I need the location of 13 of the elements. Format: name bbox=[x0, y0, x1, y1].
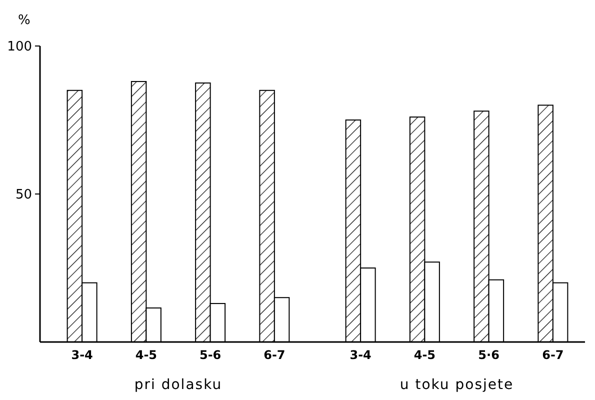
x-tick-label: 4-5 bbox=[414, 348, 436, 362]
y-axis-title: % bbox=[18, 13, 30, 28]
y-tick-label: 50 bbox=[15, 188, 32, 203]
x-tick-label: 6-7 bbox=[542, 348, 564, 362]
x-tick-label: 4-5 bbox=[135, 348, 158, 362]
text: u toku posjete bbox=[400, 377, 514, 393]
y-tick-label: 100 bbox=[7, 40, 32, 55]
x-tick-label: 6-7 bbox=[264, 348, 286, 362]
x-tick-label: 5·6 bbox=[478, 348, 500, 362]
text: pri dolasku bbox=[134, 377, 222, 393]
x-tick-label: 5-6 bbox=[199, 348, 222, 362]
x-tick-label: 3-4 bbox=[350, 348, 372, 362]
x-tick-label: 3-4 bbox=[71, 348, 93, 362]
